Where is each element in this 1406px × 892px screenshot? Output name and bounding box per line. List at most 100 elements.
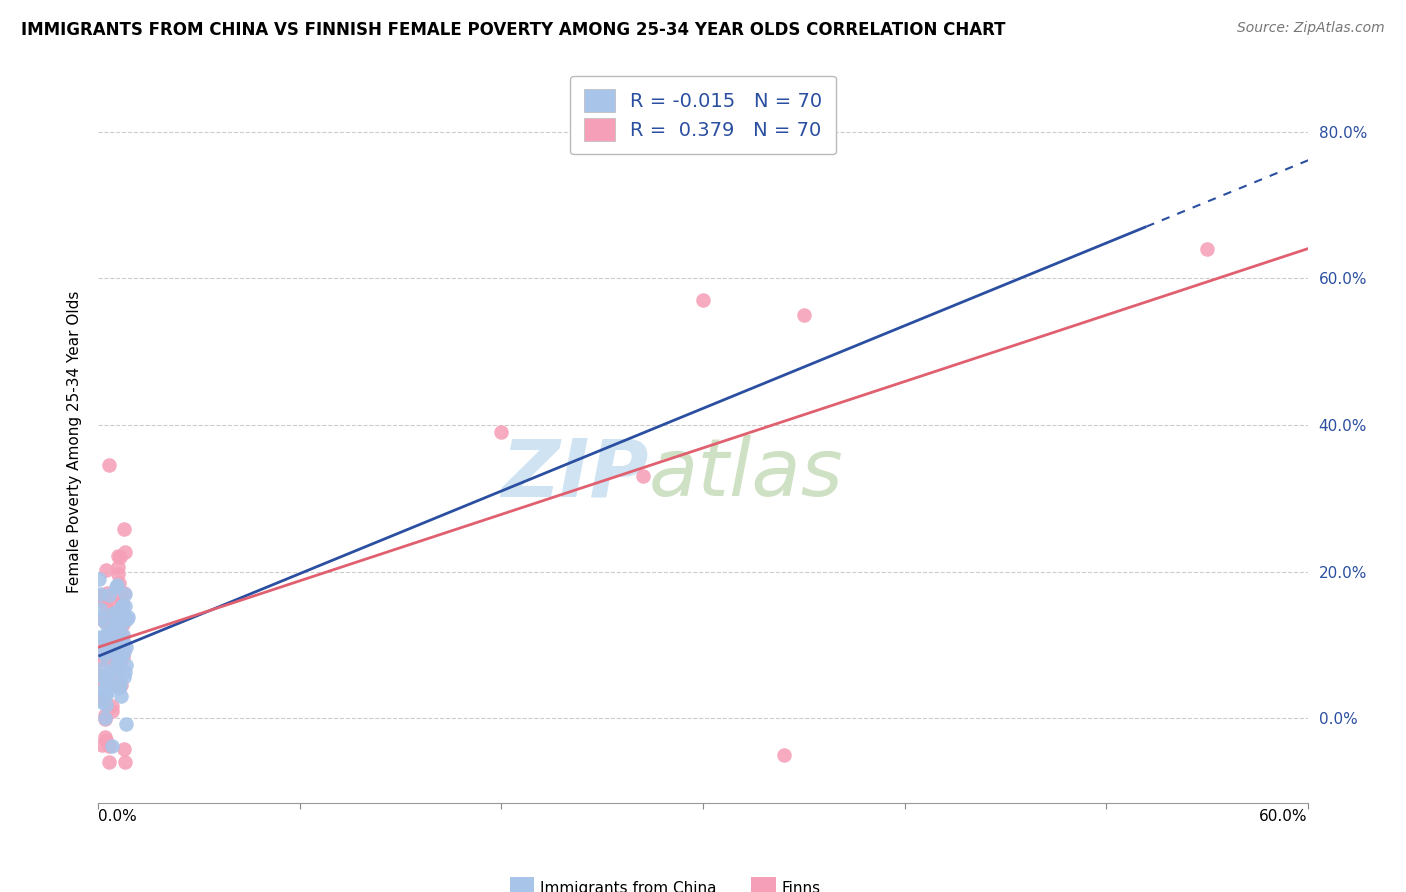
Point <box>111 615 134 629</box>
Point <box>110 677 132 691</box>
Y-axis label: Female Poverty Among 25-34 Year Olds: Female Poverty Among 25-34 Year Olds <box>66 291 82 592</box>
Point <box>101 607 124 621</box>
Text: Source: ZipAtlas.com: Source: ZipAtlas.com <box>1237 21 1385 35</box>
Point <box>108 633 131 648</box>
Text: IMMIGRANTS FROM CHINA VS FINNISH FEMALE POVERTY AMONG 25-34 YEAR OLDS CORRELATIO: IMMIGRANTS FROM CHINA VS FINNISH FEMALE … <box>21 21 1005 38</box>
Point <box>114 599 136 613</box>
Point <box>103 641 125 656</box>
Point <box>94 648 117 663</box>
Point <box>108 549 131 564</box>
Point <box>112 635 135 649</box>
Point <box>108 590 131 604</box>
Point <box>87 668 110 682</box>
Point <box>105 578 128 592</box>
Point <box>91 660 114 674</box>
Point <box>89 653 111 667</box>
Point <box>112 639 135 653</box>
Point <box>97 618 120 632</box>
Point <box>97 642 120 657</box>
Point <box>104 638 127 652</box>
Point <box>112 742 135 756</box>
Point <box>112 670 135 684</box>
Bar <box>751 877 776 892</box>
Point <box>108 639 131 653</box>
Point <box>793 308 815 322</box>
Point <box>103 616 125 631</box>
Point <box>104 658 127 673</box>
Point <box>108 649 131 664</box>
Point <box>96 634 118 648</box>
Point <box>97 458 120 473</box>
Point <box>89 591 111 605</box>
Point <box>87 572 110 586</box>
Point <box>105 657 128 671</box>
Point <box>108 631 131 645</box>
Point <box>103 640 125 654</box>
Point <box>101 612 124 626</box>
Text: ZIP: ZIP <box>501 435 648 513</box>
Point <box>98 654 121 668</box>
Point <box>114 587 136 601</box>
Point <box>101 704 124 718</box>
Point <box>94 712 117 726</box>
Point <box>115 612 138 626</box>
Text: Finns: Finns <box>782 880 821 892</box>
Point <box>112 629 135 643</box>
Point <box>110 628 132 642</box>
Point <box>96 732 118 747</box>
Point <box>105 581 128 595</box>
Point <box>94 638 117 652</box>
Point <box>107 639 129 653</box>
Point <box>97 756 120 770</box>
Point <box>105 634 128 648</box>
Point <box>117 609 139 624</box>
Point <box>105 605 128 619</box>
Point <box>97 588 120 602</box>
Point <box>96 698 118 713</box>
Bar <box>509 877 534 892</box>
Point <box>103 642 125 657</box>
Point <box>111 595 134 609</box>
Point <box>94 711 117 725</box>
Point <box>112 616 135 631</box>
Point <box>111 650 134 665</box>
Point <box>110 648 132 663</box>
Point <box>100 699 122 714</box>
Point <box>108 628 131 642</box>
Point <box>105 646 128 660</box>
Point <box>97 668 120 682</box>
Point <box>96 673 118 688</box>
Point <box>107 549 129 563</box>
Point <box>91 647 114 661</box>
Point <box>111 599 134 614</box>
Text: 60.0%: 60.0% <box>1260 809 1308 823</box>
Point <box>772 748 794 763</box>
Point <box>91 645 114 659</box>
Point <box>91 670 114 684</box>
Point <box>112 628 135 642</box>
Point <box>91 683 114 698</box>
Point <box>491 425 513 440</box>
Point <box>89 589 111 603</box>
Point <box>100 739 122 754</box>
Point <box>91 694 114 708</box>
Point <box>114 665 136 680</box>
Point <box>104 678 127 692</box>
Point <box>91 675 114 690</box>
Point <box>104 642 127 657</box>
Point <box>108 681 131 695</box>
Point <box>89 611 111 625</box>
Point <box>107 559 129 574</box>
Point <box>96 676 118 690</box>
Point <box>104 618 127 632</box>
Point <box>91 631 114 645</box>
Point <box>107 624 129 638</box>
Point <box>94 640 117 655</box>
Point <box>89 591 111 606</box>
Text: 0.0%: 0.0% <box>98 809 138 823</box>
Point <box>96 672 118 686</box>
Point <box>104 668 127 682</box>
Point <box>1195 242 1218 256</box>
Point <box>104 638 127 652</box>
Point <box>107 618 129 632</box>
